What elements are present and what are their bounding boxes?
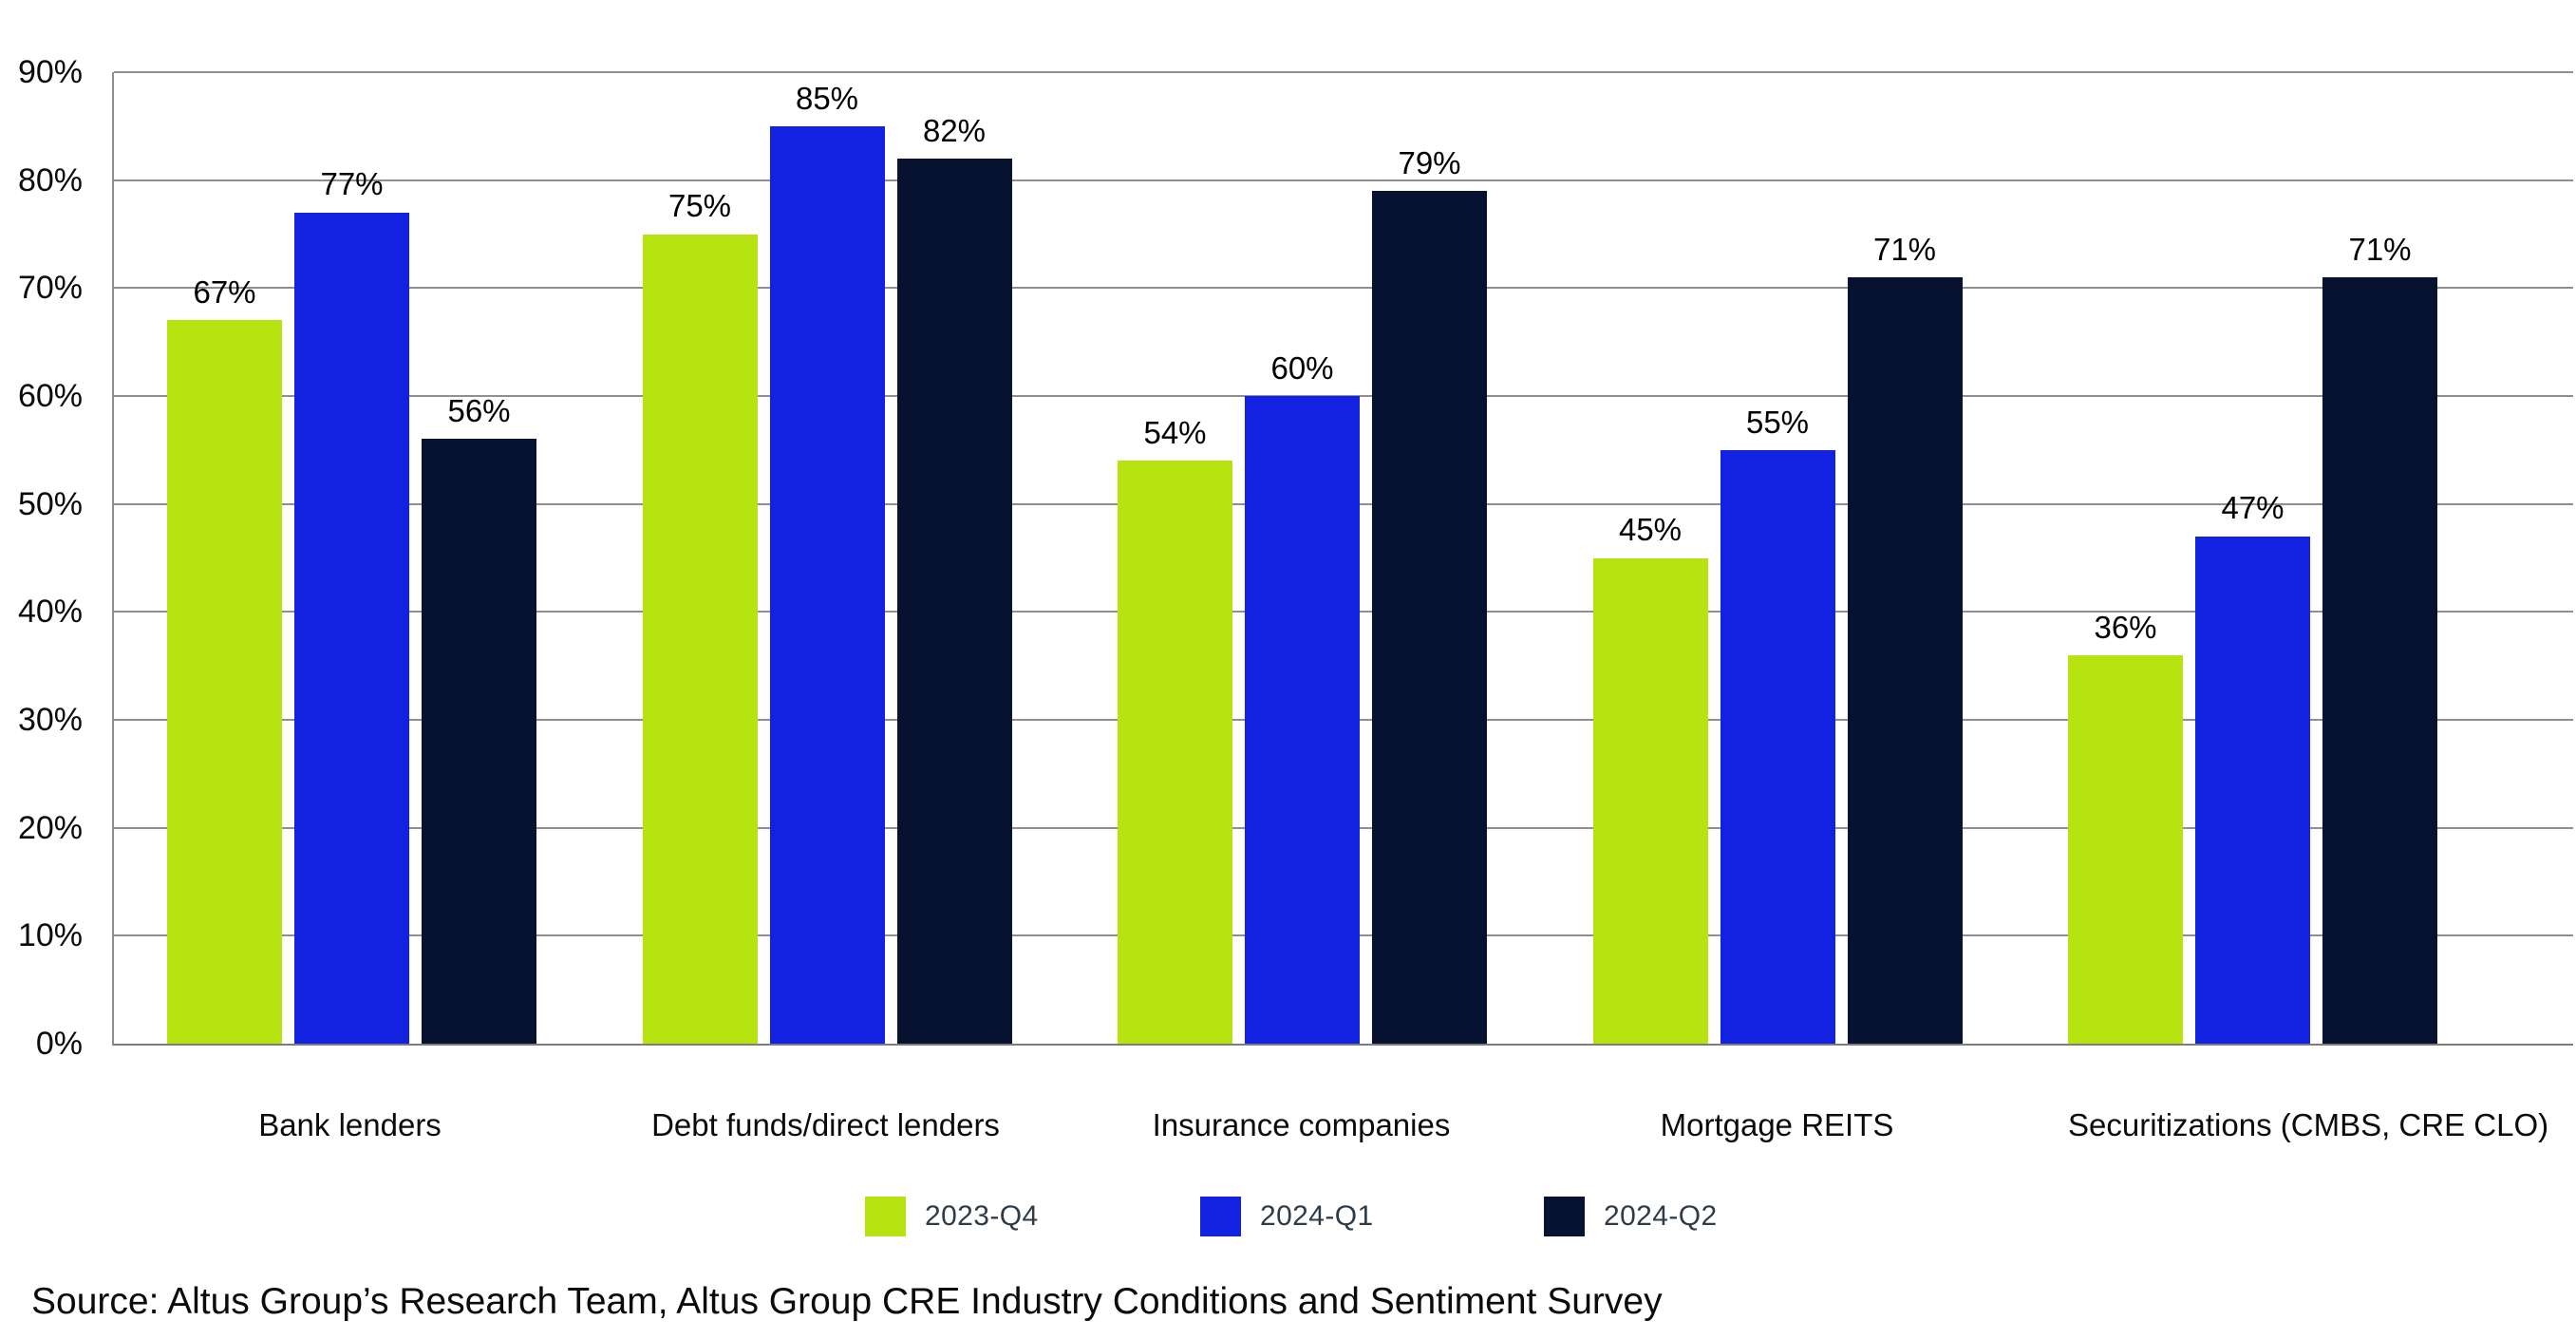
- gridline: [114, 71, 2573, 73]
- y-tick-label: 10%: [17, 917, 83, 954]
- bars-row: 67% 77% 56% 75% 85% 82% 54% 60% 79% 45% 55% 71% 36% 4…: [114, 72, 2573, 1044]
- legend-item: 2024-Q1: [1200, 1196, 1374, 1236]
- bar-2024-Q2: 71%: [1847, 232, 1963, 1044]
- legend-label: 2023-Q4: [925, 1199, 1039, 1232]
- bar-value-label: 75%: [668, 188, 732, 224]
- bar-2023-Q4: 36%: [2068, 610, 2183, 1044]
- bar-group: 67% 77% 56%: [167, 72, 536, 1044]
- y-tick-label: 80%: [17, 161, 83, 198]
- bar-2024-Q1: 60%: [1245, 350, 1360, 1044]
- y-tick-label: 40%: [17, 594, 83, 631]
- y-tick-label: 50%: [17, 485, 83, 522]
- category-labels: Bank lenders Debt funds/direct lenders Ins…: [165, 1104, 2549, 1146]
- bar-2023-Q4: 45%: [1592, 512, 1708, 1044]
- bar-2023-Q4: 75%: [642, 188, 758, 1044]
- bar-value-label: 71%: [1872, 231, 1937, 267]
- bar-2024-Q1: 55%: [1720, 405, 1835, 1044]
- source-text: Source: Altus Group’s Research Team, Alt…: [31, 1281, 1663, 1322]
- bar-2024-Q1: 47%: [2195, 491, 2310, 1044]
- bar-group: 75% 85% 82%: [642, 72, 1012, 1044]
- bar-group: 45% 55% 71%: [1592, 72, 1963, 1044]
- bar-2024-Q2: 56%: [422, 393, 536, 1044]
- bar-value-label: 47%: [2221, 490, 2285, 526]
- bar-2024-Q1: 77%: [294, 167, 409, 1044]
- category-label: Securitizations (CMBS, CRE CLO): [2068, 1107, 2549, 1142]
- y-tick-label: 20%: [17, 809, 83, 846]
- gridline: [114, 287, 2573, 290]
- y-tick-label: 60%: [17, 378, 83, 415]
- bar-2023-Q4: 54%: [1118, 415, 1232, 1044]
- bar-value-label: 67%: [193, 274, 256, 311]
- plot-area: 0% 10% 20% 30% 40% 50% 60% 70% 80% 90% 67% 77% 56% 7…: [18, 54, 2573, 1062]
- y-tick-label: 90%: [17, 54, 83, 90]
- legend-swatch-2023-q4: [865, 1196, 906, 1236]
- category-label: Insurance companies: [1152, 1107, 1451, 1142]
- bar-2023-Q4: 67%: [167, 274, 282, 1044]
- category-label: Bank lenders: [258, 1107, 442, 1142]
- bar-group: 36% 47% 71%: [2068, 72, 2437, 1044]
- bar-value-label: 79%: [1398, 144, 1461, 180]
- legend-label: 2024-Q1: [1260, 1199, 1374, 1232]
- category-label: Mortgage REITS: [1660, 1107, 1894, 1142]
- y-tick-label: 0%: [35, 1026, 83, 1062]
- legend-swatch-2024-q2: [1544, 1196, 1585, 1236]
- bar-2024-Q1: 85%: [769, 81, 885, 1044]
- legend-item: 2023-Q4: [865, 1196, 1039, 1236]
- category-label: Debt funds/direct lenders: [651, 1107, 1000, 1142]
- bar-2024-Q2: 82%: [896, 113, 1012, 1044]
- legend-swatch-2024-q1: [1200, 1196, 1241, 1236]
- bar-value-label: 71%: [2348, 231, 2412, 267]
- legend-item: 2024-Q2: [1544, 1196, 1718, 1236]
- gridline: [114, 179, 2573, 181]
- bar-value-label: 77%: [320, 166, 384, 202]
- y-tick-label: 30%: [17, 702, 83, 739]
- legend-label: 2024-Q2: [1604, 1199, 1718, 1232]
- bar-value-label: 85%: [795, 80, 859, 116]
- bar-value-label: 55%: [1745, 404, 1810, 440]
- bar-group: 54% 60% 79%: [1118, 72, 1487, 1044]
- bar-2024-Q2: 71%: [2322, 232, 2437, 1044]
- bar-value-label: 45%: [1618, 512, 1683, 548]
- bar-value-label: 60%: [1270, 349, 1334, 386]
- bar-value-label: 36%: [2094, 609, 2157, 645]
- bar-value-label: 82%: [922, 112, 987, 148]
- bar-2024-Q2: 79%: [1372, 145, 1487, 1044]
- bar-value-label: 54%: [1143, 414, 1207, 450]
- y-tick-label: 70%: [17, 270, 83, 307]
- bar-value-label: 56%: [447, 393, 511, 429]
